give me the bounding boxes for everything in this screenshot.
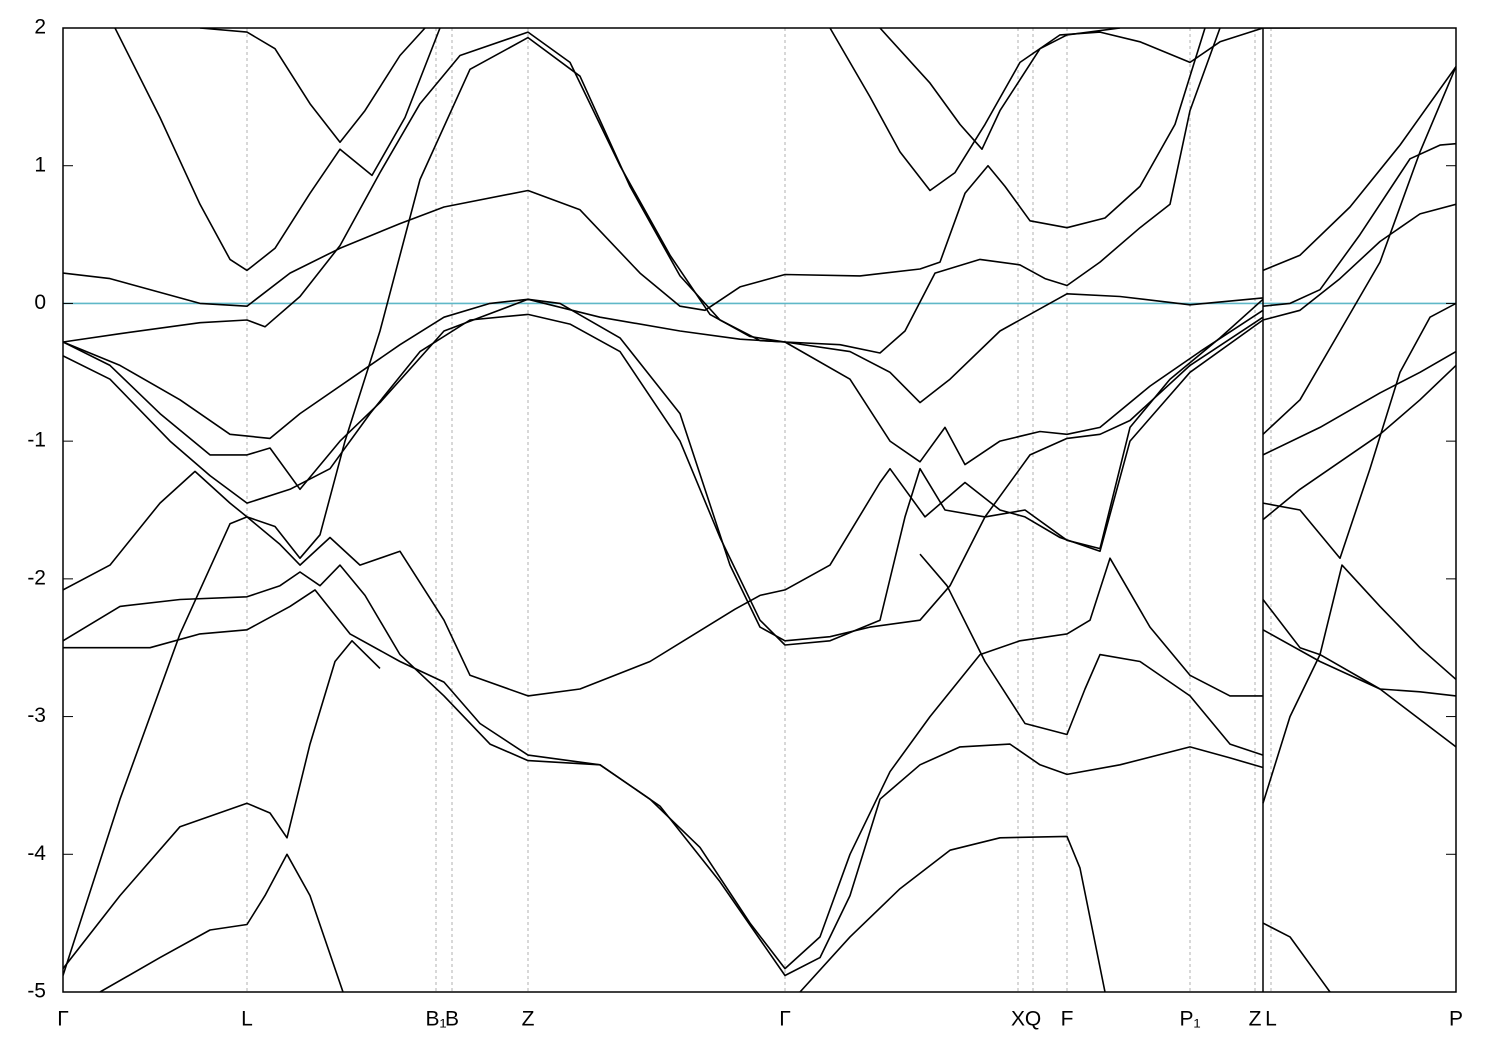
y-tick-label: -2 [27, 566, 46, 589]
band-layer [63, 28, 1456, 992]
x-tick-label: L [241, 1008, 253, 1031]
y-tick-label: -3 [27, 704, 46, 727]
band-line [99, 853, 344, 992]
band-line [829, 28, 1264, 192]
y-tick-label: -5 [27, 980, 46, 1003]
x-tick-label: Q [1025, 1008, 1041, 1031]
x-tick-label: Z [1249, 1008, 1262, 1031]
y-tick-label: 0 [34, 291, 46, 314]
band-line [1262, 922, 1331, 992]
x-tick-label: Γ [57, 1008, 69, 1031]
x-tick-label: X [1011, 1008, 1025, 1031]
grid-layer [62, 28, 1457, 992]
band-line [63, 28, 1206, 312]
band-line [1262, 142, 1456, 307]
band-line [1262, 629, 1456, 697]
band-line [63, 298, 1264, 646]
band-line [1262, 653, 1456, 804]
x-tick-label: Γ [779, 1008, 791, 1031]
band-line [919, 553, 1264, 756]
band-line [1262, 203, 1456, 321]
x-tick-label: P₁ [1179, 1008, 1200, 1031]
band-line [1262, 364, 1456, 521]
band-line [63, 28, 1221, 354]
band-line [199, 28, 426, 144]
band-line [63, 36, 1264, 976]
band-line [63, 298, 1264, 642]
x-tick-label: L [1265, 1008, 1277, 1031]
band-line [1262, 564, 1456, 681]
band-line [63, 589, 1264, 977]
x-tick-label: P [1449, 1008, 1463, 1031]
x-tick-label: F [1061, 1008, 1074, 1031]
band-line [63, 557, 1263, 970]
y-tick-label: -4 [27, 842, 46, 865]
band-line [1262, 350, 1456, 456]
x-tick-label: B [445, 1008, 459, 1031]
y-tick-label: -1 [27, 429, 46, 452]
y-tick-label: 1 [34, 153, 46, 176]
plot-frame [62, 27, 1457, 993]
band-line [799, 835, 1106, 992]
band-line [63, 640, 381, 970]
y-tick-label: 2 [34, 16, 46, 39]
band-line [1262, 66, 1456, 272]
band-line [63, 319, 1264, 697]
x-tick-label: B₁ [425, 1008, 446, 1031]
band-line [63, 298, 1264, 491]
band-line [114, 28, 441, 272]
band-line [1262, 66, 1456, 435]
band-line [879, 28, 1121, 150]
band-line [1262, 302, 1456, 559]
x-tick-label: Z [522, 1008, 535, 1031]
